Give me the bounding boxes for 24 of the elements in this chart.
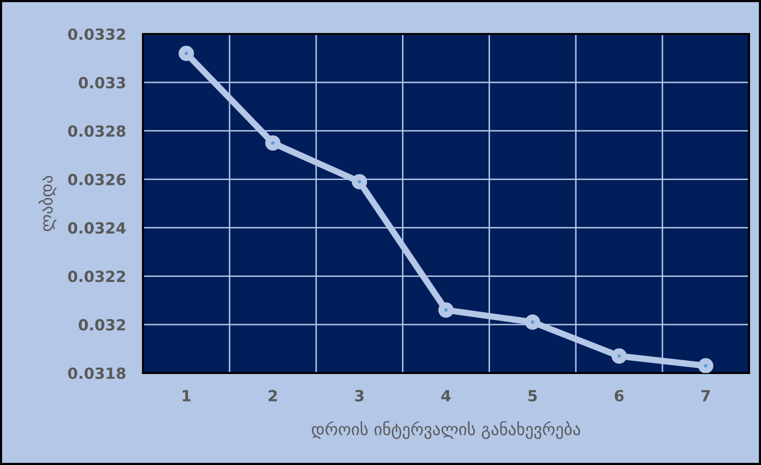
x-axis-title: დროის ინტერვალის განახევრება [312, 421, 580, 440]
y-tick-label: 0.0322 [68, 270, 126, 282]
point [698, 358, 714, 373]
x-tick-label: 4 [441, 390, 451, 402]
y-tick-label: 0.032 [78, 319, 126, 331]
point [612, 348, 627, 364]
x-tick-label: 2 [268, 390, 277, 402]
x-tick-label: 6 [614, 390, 624, 402]
y-axis-title: ლაბდა [38, 176, 56, 232]
x-tick-label: 7 [701, 390, 710, 402]
point [524, 314, 540, 330]
point [438, 302, 454, 318]
point [178, 46, 194, 62]
point [265, 135, 280, 151]
point [352, 174, 368, 190]
x-tick-label: 1 [182, 390, 191, 402]
x-tick-label: 3 [355, 390, 364, 402]
y-tick-label: 0.033 [78, 76, 126, 88]
x-tick-label: 5 [528, 390, 537, 402]
y-tick-label: 0.0318 [68, 367, 126, 380]
y-tick-label: 0.0326 [68, 174, 126, 186]
y-tick-label: 0.0332 [68, 28, 126, 40]
y-tick-label: 0.0324 [68, 222, 126, 234]
y-tick-label: 0.0328 [68, 125, 126, 137]
